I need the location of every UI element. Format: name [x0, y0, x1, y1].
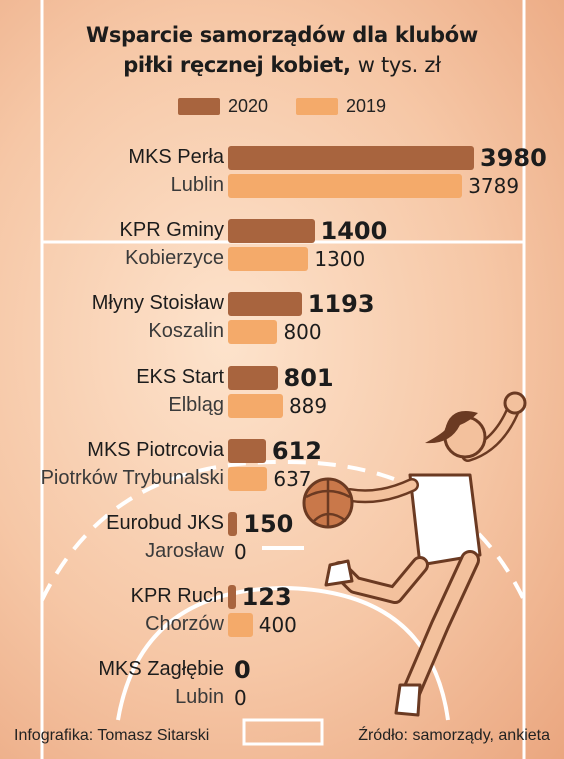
- bar-2019: [228, 247, 309, 272]
- value-label-2019: 400: [258, 613, 297, 638]
- bar-2019: [228, 466, 268, 491]
- legend-swatch-2019: [296, 98, 338, 115]
- bar-2019: [228, 320, 278, 345]
- value-label-2020: 0: [234, 656, 251, 685]
- bar-2020: [228, 365, 278, 390]
- title-unit: w tys. zł: [357, 53, 441, 77]
- city-name-label: Piotrków Trybunalski: [40, 466, 224, 489]
- legend-item-2020: 2020: [177, 96, 268, 117]
- legend: 2020 2019: [0, 96, 564, 117]
- chart-title: Wsparcie samorządów dla klubów piłki ręc…: [0, 20, 564, 80]
- handball-player-icon: [302, 391, 527, 717]
- title-line-2: piłki ręcznej kobiet, w tys. zł: [0, 50, 564, 80]
- city-name-label: Elbląg: [168, 393, 224, 416]
- value-label-2020: 1400: [320, 217, 388, 246]
- value-label-2019: 0: [234, 540, 247, 564]
- club-name-label: MKS Zagłębie: [98, 658, 224, 681]
- legend-swatch-2020: [177, 98, 220, 115]
- club-name-label: MKS Perła: [128, 146, 224, 168]
- value-label-2019: 800: [283, 320, 322, 345]
- title-bold-part: piłki ręcznej kobiet,: [123, 53, 351, 77]
- bar-2019: [228, 393, 283, 418]
- value-label-2019: 3789: [468, 174, 520, 198]
- city-name-label: Chorzów: [145, 613, 224, 636]
- club-name-label: Eurobud JKS: [106, 512, 224, 534]
- value-label-2020: 3980: [480, 144, 547, 172]
- bar-2020: [228, 438, 266, 463]
- city-name-label: Lubin: [175, 686, 224, 709]
- footer-credit: Infografika: Tomasz Sitarski: [14, 727, 210, 744]
- value-label-2020: 612: [271, 436, 322, 465]
- value-label-2019: 637: [273, 466, 312, 491]
- bar-2020: [228, 585, 236, 610]
- bar-2020: [228, 219, 315, 244]
- bar-2019: [228, 174, 463, 198]
- footer-source: Źródło: samorządy, ankieta: [358, 727, 550, 744]
- value-label-2020: 1193: [307, 290, 375, 319]
- club-name-label: KPR Gminy: [119, 219, 224, 242]
- value-label-2019: 1300: [314, 247, 366, 272]
- bar-2020: [228, 146, 474, 170]
- club-name-label: Młyny Stoisław: [91, 292, 224, 315]
- bar-2019: [228, 613, 253, 638]
- club-name-label: KPR Ruch: [130, 585, 224, 608]
- legend-label-2019: 2019: [346, 96, 387, 116]
- value-label-2020: 150: [243, 510, 294, 538]
- city-name-label: Jarosław: [145, 540, 224, 562]
- city-name-label: Kobierzyce: [125, 247, 224, 270]
- bar-2020: [228, 512, 238, 536]
- value-label-2019: 0: [234, 686, 247, 711]
- city-name-label: Koszalin: [148, 320, 224, 343]
- club-name-label: MKS Piotrcovia: [87, 438, 224, 461]
- legend-item-2019: 2019: [296, 96, 386, 117]
- value-label-2020: 801: [283, 363, 334, 392]
- city-name-label: Lublin: [170, 174, 224, 196]
- legend-label-2020: 2020: [227, 96, 268, 116]
- bar-2020: [228, 292, 302, 317]
- value-label-2020: 123: [241, 583, 292, 612]
- value-label-2019: 889: [288, 393, 328, 418]
- club-name-label: EKS Start: [136, 365, 224, 388]
- title-line-1: Wsparcie samorządów dla klubów: [85, 23, 478, 47]
